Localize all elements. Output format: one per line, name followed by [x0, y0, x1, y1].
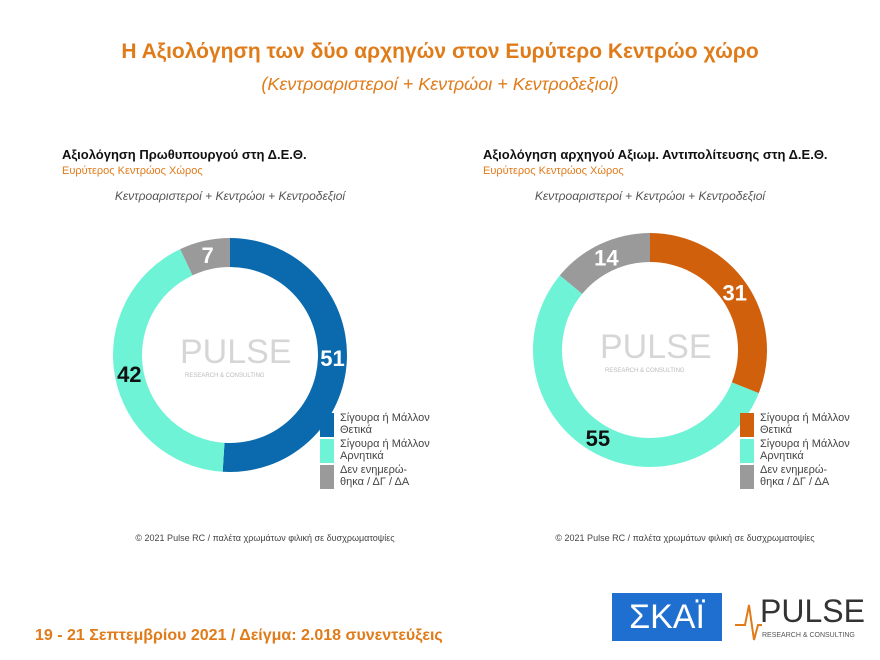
legend-item: Σίγουρα ή Μάλλον Αρνητικά [340, 438, 430, 462]
donut-slice [222, 238, 347, 472]
data-label: 42 [117, 362, 141, 387]
legend-item: Σίγουρα ή Μάλλον Θετικά [760, 412, 850, 436]
legend-label: Δεν ενημερώ-θηκα / ΔΓ / ΔΑ [340, 464, 410, 488]
donut-slice [559, 233, 650, 294]
legend-swatch [740, 413, 754, 437]
legend-label: Σίγουρα ή Μάλλον Αρνητικά [340, 438, 430, 462]
skai-logo-text: ΣΚΑΪ [629, 598, 705, 636]
legend-label: Σίγουρα ή Μάλλον Θετικά [760, 412, 850, 436]
legend-label: Σίγουρα ή Μάλλον Αρνητικά [760, 438, 850, 462]
legend-swatch [320, 465, 334, 489]
pulse-logo-text: PULSE [760, 593, 865, 629]
pulse-logo-icon [735, 604, 762, 641]
data-label: 55 [586, 426, 610, 451]
data-label: 51 [320, 346, 344, 371]
skai-logo [612, 593, 722, 641]
footer: 19 - 21 Σεπτεμβρίου 2021 / Δείγμα: 2.018… [35, 627, 443, 644]
data-label: 14 [594, 245, 619, 270]
chart-title: Αξιολόγηση αρχηγού Αξιωμ. Αντιπολίτευσης… [483, 147, 828, 162]
chart-title: Αξιολόγηση Πρωθυπουργού στη Δ.Ε.Θ. [62, 147, 307, 162]
legend-swatch [740, 465, 754, 489]
watermark: PULSE [600, 328, 712, 366]
donut-slice [112, 249, 225, 472]
slide-subtitle: (Κεντροαριστεροί + Κεντρώοι + Κεντροδεξι… [261, 74, 618, 94]
watermark-tagline: RESEARCH & CONSULTING [185, 373, 265, 379]
legend-swatch [740, 439, 754, 463]
chart-note: Κεντροαριστεροί + Κεντρώοι + Κεντροδεξιο… [535, 189, 767, 203]
donut-slice [533, 275, 759, 467]
watermark-tagline: RESEARCH & CONSULTING [605, 368, 685, 374]
legend-label: Σίγουρα ή Μάλλον Θετικά [340, 412, 430, 436]
chart-note: Κεντροαριστεροί + Κεντρώοι + Κεντροδεξιο… [115, 189, 347, 203]
data-label: 7 [202, 243, 214, 268]
legend-item: Δεν ενημερώ-θηκα / ΔΓ / ΔΑ [340, 464, 410, 488]
chart-subtitle: Ευρύτερος Κεντρώος Χώρος [483, 165, 624, 177]
legend-item: Δεν ενημερώ-θηκα / ΔΓ / ΔΑ [760, 464, 830, 488]
slide-title: Η Αξιολόγηση των δύο αρχηγών στον Ευρύτε… [121, 40, 758, 63]
legend-label: Δεν ενημερώ-θηκα / ΔΓ / ΔΑ [760, 464, 830, 488]
legend-swatch [320, 439, 334, 463]
donut-slice [180, 238, 230, 276]
watermark: PULSE [180, 333, 292, 371]
legend-item: Σίγουρα ή Μάλλον Αρνητικά [760, 438, 850, 462]
pulse-logo-tagline: RESEARCH & CONSULTING [762, 632, 855, 639]
data-label: 31 [723, 280, 747, 305]
legend-swatch [320, 413, 334, 437]
legend-item: Σίγουρα ή Μάλλον Θετικά [340, 412, 430, 436]
donut-slice [650, 233, 768, 394]
chart-subtitle: Ευρύτερος Κεντρώος Χώρος [62, 165, 203, 177]
source-note: © 2021 Pulse RC / παλέτα χρωμάτων φιλική… [135, 533, 395, 543]
source-note: © 2021 Pulse RC / παλέτα χρωμάτων φιλική… [555, 533, 815, 543]
